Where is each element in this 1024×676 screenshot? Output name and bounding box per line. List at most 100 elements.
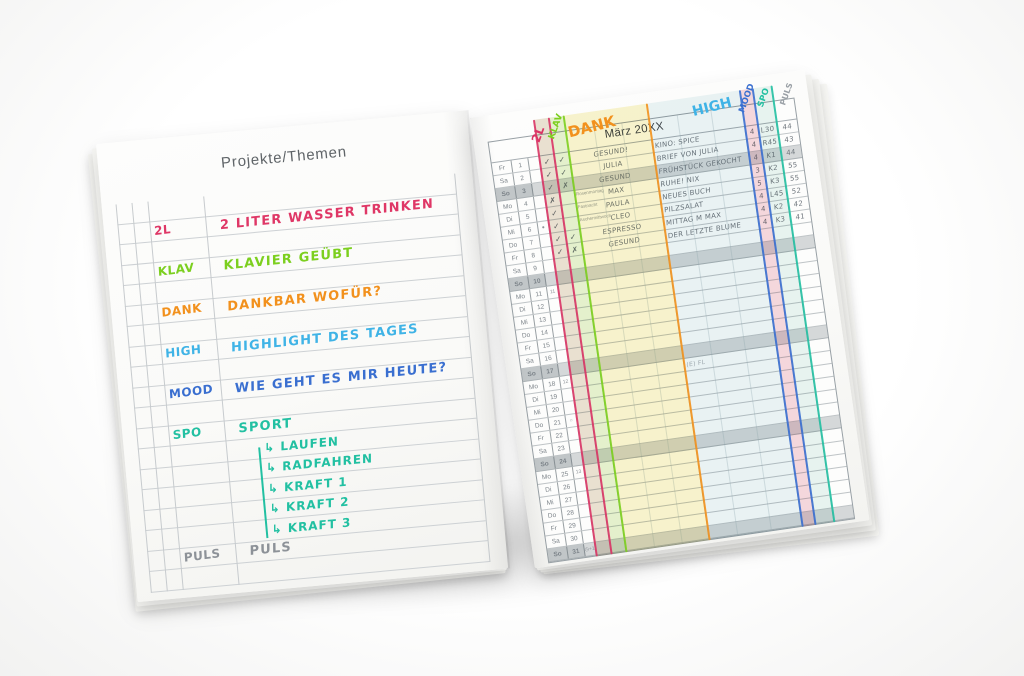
right-page-paper: März 20XX Fr 1 ✓ ✓ GESUND! KINO: SPICE 4 L30 44 S… [470, 69, 870, 569]
projects-table: 2L 2 LITER WASSER TRINKEN KLAV KLAVIER GEÜB… [115, 173, 491, 593]
checkmark: ✓ [546, 182, 555, 193]
checkmark: ✓ [544, 169, 553, 180]
day-number-cell: 13 [533, 312, 553, 327]
check-2l-cell: ✓ [548, 218, 566, 233]
check-klav-cell [589, 396, 606, 411]
check-klav-cell: ✗ [567, 242, 584, 257]
dank-entry: MAX [608, 185, 625, 197]
check-klav-cell: ✓ [565, 229, 582, 244]
check-2l-cell [574, 398, 591, 413]
check-2l-cell: ✓ [546, 205, 564, 220]
calendar-grid: März 20XX Fr 1 ✓ ✓ GESUND! KINO: SPICE 4 L30 44 S… [487, 82, 856, 564]
week-number: 12 [562, 378, 569, 386]
puls-value: 55 [790, 173, 800, 184]
checkmark: ✓ [568, 231, 577, 242]
check-klav-cell: ✓ [555, 165, 573, 180]
day-number-cell: 7 [522, 235, 542, 250]
check-2l-cell [561, 308, 579, 323]
check-klav-cell [570, 268, 588, 283]
checkmark: ✗ [548, 195, 557, 205]
check-klav-cell [585, 370, 603, 386]
check-klav-cell [563, 216, 580, 231]
check-2l-cell [592, 527, 610, 542]
day-number-cell: 1 [511, 158, 531, 173]
mood-value: 4 [758, 191, 764, 201]
check-klav-cell [591, 409, 608, 424]
spo-value: K2 [768, 163, 779, 174]
check-2l-cell [565, 334, 582, 349]
check-klav-cell [596, 448, 614, 463]
mood-value: 3 [754, 166, 760, 175]
day-number-cell: 17 [541, 363, 560, 379]
spo-value: K3 [775, 214, 786, 225]
check-klav-cell [580, 332, 597, 347]
check-klav-cell [607, 525, 625, 540]
check-klav-cell [604, 499, 621, 514]
dank-entry: JULIA [602, 159, 623, 171]
check-2l-cell [555, 270, 573, 285]
puls-value: 44 [786, 147, 797, 158]
page-title: Projekte/Themen [220, 143, 348, 172]
check-2l-cell: ✓ [550, 231, 567, 246]
mood-value: 4 [762, 217, 768, 227]
left-page: Projekte/Themen 2L 2 LITER WASSER TRINKEN… [87, 110, 509, 612]
spo-value: K2 [773, 202, 784, 212]
check-2l-cell [572, 385, 590, 401]
check-2l-cell [567, 347, 584, 362]
puls-value: 42 [793, 199, 804, 209]
checkmark: ✗ [570, 244, 579, 255]
puls-value: 41 [795, 212, 806, 222]
check-2l-cell [583, 463, 601, 478]
project-description: PULS [249, 539, 292, 560]
check-klav-cell [559, 190, 577, 205]
check-2l-cell [557, 283, 575, 298]
day-number-cell: 31 [567, 544, 586, 559]
spo-value: K1 [766, 150, 777, 161]
dank-entry: CLEO [610, 211, 631, 223]
right-page: März 20XX Fr 1 ✓ ✓ GESUND! KINO: SPICE 4 L30 44 S… [470, 69, 880, 575]
day-number-cell: 11 [530, 286, 549, 302]
mood-value: 4 [753, 153, 759, 163]
check-2l-cell [570, 373, 588, 388]
puls-value: 52 [791, 186, 802, 196]
spo-value: K3 [770, 176, 781, 186]
spo-cell [813, 508, 835, 523]
check-klav-cell [576, 306, 593, 321]
checkmark: ✓ [554, 233, 563, 244]
check-2l-cell [563, 321, 580, 336]
day-number-cell: 29 [563, 518, 582, 533]
puls-cell [832, 505, 854, 520]
puls-value: 43 [784, 134, 795, 145]
check-klav-cell [600, 473, 617, 488]
check-2l-cell [559, 295, 577, 310]
check-klav-cell [598, 461, 616, 476]
check-klav-cell: ✓ [554, 152, 571, 167]
check-2l-cell: ✗ [544, 192, 562, 208]
checkmark: ✓ [557, 154, 566, 165]
spo-value: R45 [762, 137, 777, 148]
mood-value: 5 [756, 179, 762, 188]
check-2l-cell [594, 540, 612, 555]
week-number: 13 [575, 468, 582, 476]
high-entry: (E) FL [686, 358, 706, 369]
check-2l-cell [581, 450, 599, 465]
check-2l-cell [591, 514, 608, 529]
check-klav-cell [583, 358, 601, 373]
checkmark: ✓ [552, 220, 561, 231]
check-klav-cell [594, 435, 612, 450]
check-2l-cell [568, 360, 586, 375]
day-name-cell: So [547, 546, 569, 562]
check-2l-cell [579, 437, 597, 452]
day-number-cell: 3 [515, 183, 534, 199]
check-klav-cell [609, 538, 627, 553]
check-klav-cell [592, 422, 610, 437]
check-2l-cell: ✓ [539, 154, 556, 169]
checkmark: ✓ [543, 156, 551, 167]
left-page-paper: Projekte/Themen 2L 2 LITER WASSER TRINKEN… [96, 110, 509, 603]
puls-value: 55 [788, 160, 798, 171]
day-number-cell: 21 [548, 415, 568, 430]
mood-value: 4 [760, 204, 766, 214]
day-number-cell: 25 [555, 466, 575, 482]
check-klav-cell [561, 203, 579, 218]
